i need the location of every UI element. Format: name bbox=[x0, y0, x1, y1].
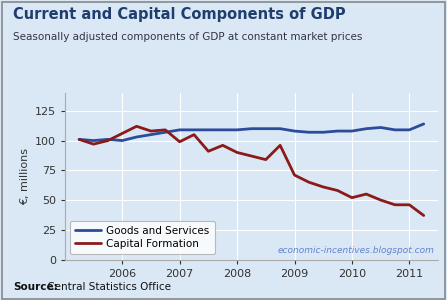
Capital Formation bbox=[335, 189, 340, 192]
Capital Formation bbox=[392, 203, 398, 207]
Legend: Goods and Services, Capital Formation: Goods and Services, Capital Formation bbox=[70, 221, 215, 254]
Text: economic-incentives.blogspot.com: economic-incentives.blogspot.com bbox=[278, 245, 434, 254]
Text: Central Statistics Office: Central Statistics Office bbox=[44, 282, 171, 292]
Goods and Services bbox=[105, 138, 110, 141]
Goods and Services bbox=[163, 130, 168, 134]
Goods and Services bbox=[320, 130, 326, 134]
Capital Formation bbox=[278, 143, 283, 147]
Goods and Services bbox=[206, 128, 211, 132]
Capital Formation bbox=[91, 142, 96, 146]
Line: Goods and Services: Goods and Services bbox=[79, 124, 424, 141]
Capital Formation bbox=[378, 198, 384, 202]
Text: Current and Capital Components of GDP: Current and Capital Components of GDP bbox=[13, 8, 346, 22]
Capital Formation bbox=[249, 154, 254, 158]
Capital Formation bbox=[306, 180, 312, 184]
Capital Formation bbox=[220, 143, 225, 147]
Capital Formation bbox=[421, 214, 426, 217]
Goods and Services bbox=[335, 129, 340, 133]
Goods and Services bbox=[91, 139, 96, 142]
Goods and Services bbox=[407, 128, 412, 132]
Goods and Services bbox=[119, 139, 125, 142]
Goods and Services bbox=[191, 128, 197, 132]
Capital Formation bbox=[177, 140, 182, 144]
Capital Formation bbox=[263, 158, 269, 161]
Goods and Services bbox=[292, 129, 297, 133]
Capital Formation bbox=[292, 173, 297, 177]
Capital Formation bbox=[105, 139, 110, 142]
Capital Formation bbox=[234, 151, 240, 154]
Goods and Services bbox=[177, 128, 182, 132]
Line: Capital Formation: Capital Formation bbox=[79, 126, 424, 215]
Capital Formation bbox=[206, 149, 211, 153]
Goods and Services bbox=[234, 128, 240, 132]
Goods and Services bbox=[76, 138, 82, 141]
Capital Formation bbox=[407, 203, 412, 207]
Y-axis label: €, millions: €, millions bbox=[21, 148, 30, 205]
Capital Formation bbox=[163, 128, 168, 132]
Text: Source:: Source: bbox=[13, 282, 58, 292]
Goods and Services bbox=[249, 127, 254, 130]
Goods and Services bbox=[378, 126, 384, 129]
Capital Formation bbox=[76, 138, 82, 141]
Goods and Services bbox=[421, 122, 426, 126]
Capital Formation bbox=[363, 192, 369, 196]
Goods and Services bbox=[363, 127, 369, 130]
Capital Formation bbox=[119, 132, 125, 135]
Goods and Services bbox=[392, 128, 398, 132]
Goods and Services bbox=[148, 133, 154, 136]
Capital Formation bbox=[134, 124, 139, 128]
Capital Formation bbox=[191, 133, 197, 136]
Goods and Services bbox=[349, 129, 354, 133]
Capital Formation bbox=[148, 129, 154, 133]
Capital Formation bbox=[349, 196, 354, 200]
Capital Formation bbox=[320, 185, 326, 189]
Goods and Services bbox=[263, 127, 269, 130]
Goods and Services bbox=[306, 130, 312, 134]
Goods and Services bbox=[134, 135, 139, 139]
Text: Seasonally adjusted components of GDP at constant market prices: Seasonally adjusted components of GDP at… bbox=[13, 32, 363, 41]
Goods and Services bbox=[220, 128, 225, 132]
Goods and Services bbox=[278, 127, 283, 130]
